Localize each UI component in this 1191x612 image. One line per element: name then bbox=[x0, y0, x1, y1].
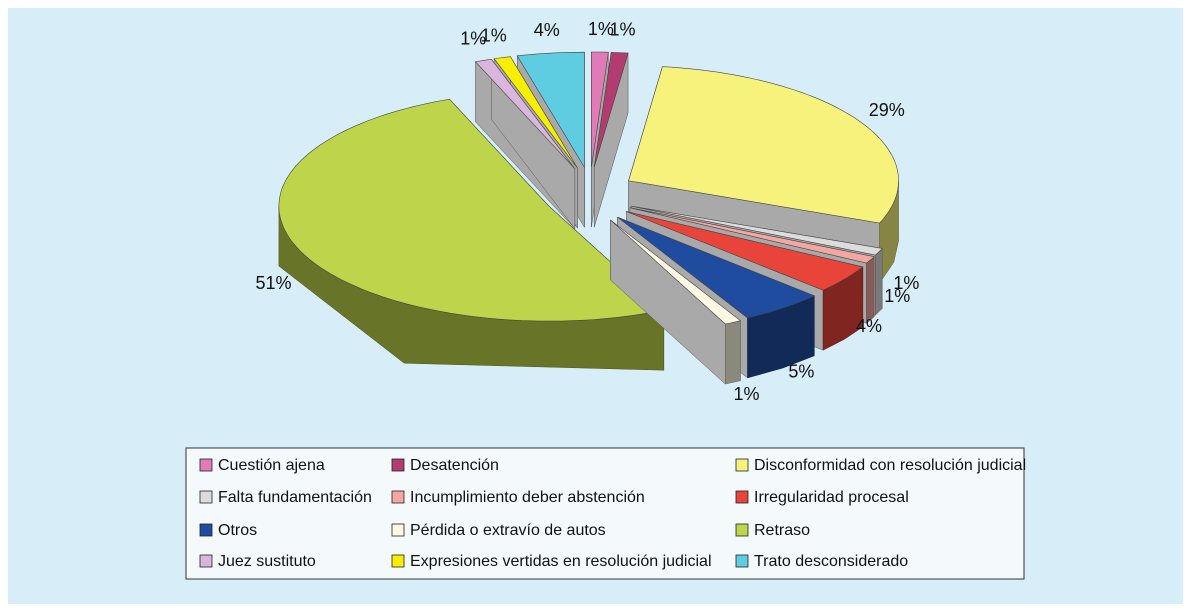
legend-swatch bbox=[391, 554, 405, 568]
data-label: 1% bbox=[884, 286, 910, 306]
slice bbox=[278, 98, 665, 322]
data-label: 29% bbox=[869, 100, 905, 120]
data-label: 1% bbox=[893, 273, 919, 293]
slice bbox=[474, 58, 576, 169]
legend-label: Retraso bbox=[754, 522, 810, 539]
legend-label: Falta fundamentación bbox=[218, 489, 372, 506]
slice bbox=[617, 216, 816, 319]
slice bbox=[610, 219, 742, 325]
legend-label: Pérdida o extravío de autos bbox=[410, 522, 606, 539]
legend-swatch bbox=[391, 490, 405, 504]
data-label: 1% bbox=[609, 19, 635, 39]
legend-swatch bbox=[735, 490, 749, 504]
legend-swatch bbox=[199, 523, 213, 537]
legend-swatch bbox=[199, 458, 213, 472]
legend-swatch bbox=[391, 458, 405, 472]
legend-label: Irregularidad procesal bbox=[754, 489, 909, 506]
data-label: 4% bbox=[856, 316, 882, 336]
slice bbox=[516, 51, 585, 169]
legend-swatch bbox=[735, 554, 749, 568]
data-label: 5% bbox=[788, 362, 814, 382]
legend-label: Cuestión ajena bbox=[218, 457, 325, 474]
legend-label: Disconformidad con resolución judicial bbox=[754, 457, 1026, 474]
data-label: 4% bbox=[534, 20, 560, 40]
legend-label: Trato desconsiderado bbox=[754, 553, 908, 570]
data-label: 1% bbox=[734, 384, 760, 404]
legend-swatch bbox=[735, 523, 749, 537]
slice bbox=[493, 56, 578, 169]
legend-label: Juez sustituto bbox=[218, 553, 316, 570]
slice-wall bbox=[725, 320, 741, 385]
legend-swatch bbox=[199, 554, 213, 568]
data-label: 1% bbox=[481, 25, 507, 45]
slice-wall bbox=[866, 255, 875, 324]
slice bbox=[629, 207, 875, 264]
legend-label: Otros bbox=[218, 522, 257, 539]
legend-label: Expresiones vertidas en resolución judic… bbox=[410, 553, 712, 570]
legend-label: Incumplimiento deber abstención bbox=[410, 489, 645, 506]
data-label: 51% bbox=[256, 273, 292, 293]
legend-swatch bbox=[735, 458, 749, 472]
slice-wall bbox=[875, 247, 883, 316]
data-label: 1% bbox=[588, 19, 614, 39]
slice bbox=[631, 205, 883, 256]
legend-label: Desatención bbox=[410, 457, 499, 474]
slice bbox=[591, 51, 609, 168]
data-label: 1% bbox=[460, 29, 486, 49]
legend-swatch bbox=[391, 523, 405, 537]
legend-swatch bbox=[199, 490, 213, 504]
slice bbox=[626, 211, 864, 291]
slice bbox=[593, 52, 629, 168]
slice bbox=[628, 66, 899, 224]
legend-box bbox=[185, 447, 1025, 580]
